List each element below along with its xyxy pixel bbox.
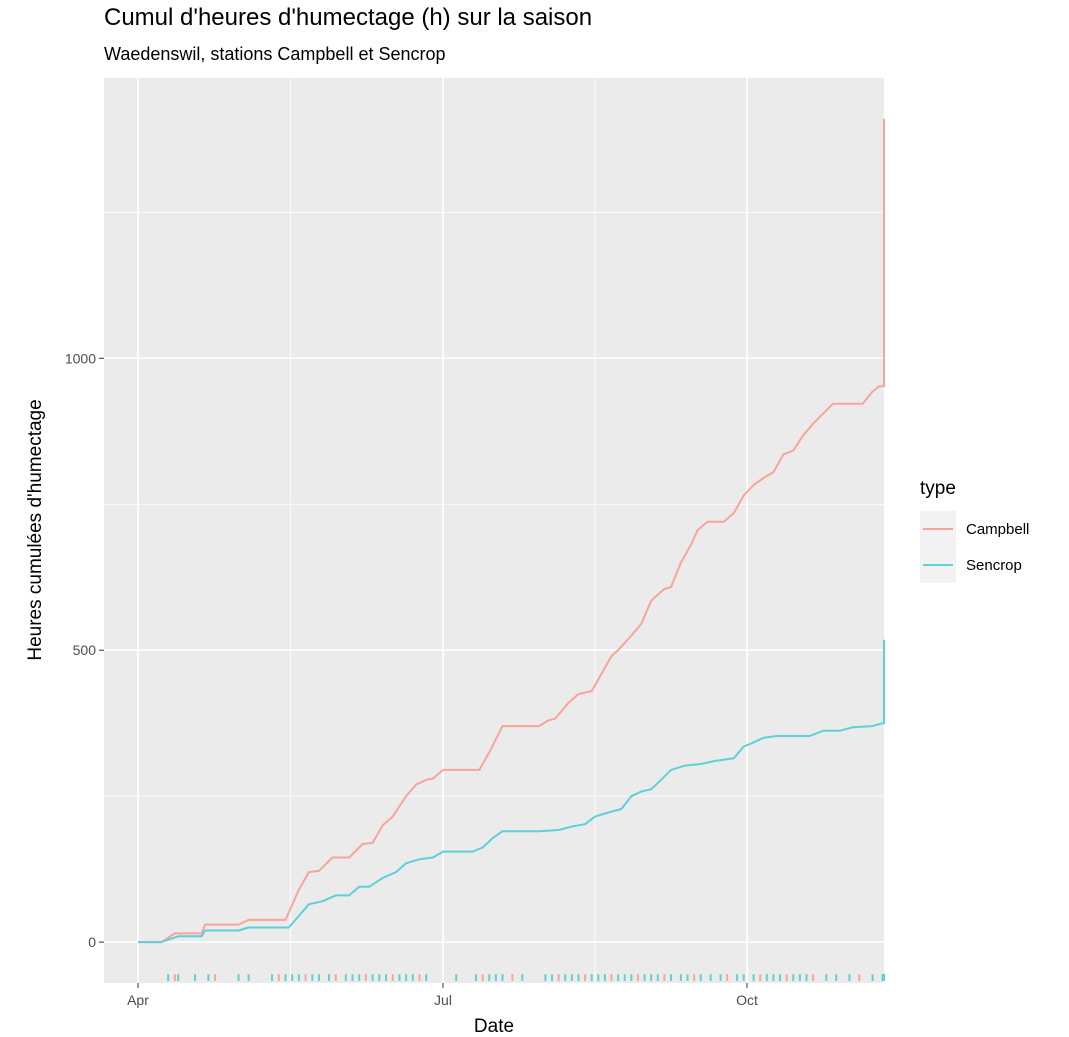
series-line-campbell (138, 118, 885, 944)
legend-title: type (920, 478, 956, 499)
plot-panel (104, 78, 884, 983)
x-tick-label: Oct (736, 992, 758, 1008)
legend-key-campbell (920, 511, 956, 547)
series-lines (138, 118, 885, 944)
y-tick-label: 1000 (65, 350, 96, 366)
legend-swatch-sencrop (923, 564, 953, 566)
y-axis-label: Heures cumulées d'humectage (25, 399, 46, 660)
y-axis-ticks: 0 500 1000 (65, 350, 104, 950)
legend-swatch-campbell (923, 528, 953, 530)
x-axis-label: Date (474, 1016, 514, 1037)
y-tick-label: 500 (73, 642, 97, 658)
legend-key-sencrop (920, 547, 956, 583)
rug-marks (167, 974, 885, 981)
legend-label-campbell: Campbell (966, 521, 1030, 538)
chart-subtitle: Waedenswil, stations Campbell et Sencrop (104, 44, 446, 64)
grid-lines (104, 78, 884, 983)
chart-title: Cumul d'heures d'humectage (h) sur la sa… (104, 4, 593, 31)
series-line-sencrop (138, 639, 885, 944)
x-axis-ticks: Apr Jul Oct (127, 983, 758, 1008)
y-tick-label: 0 (88, 934, 96, 950)
legend-label-sencrop: Sencrop (966, 557, 1022, 574)
x-tick-label: Jul (434, 992, 452, 1008)
x-tick-label: Apr (127, 992, 149, 1008)
